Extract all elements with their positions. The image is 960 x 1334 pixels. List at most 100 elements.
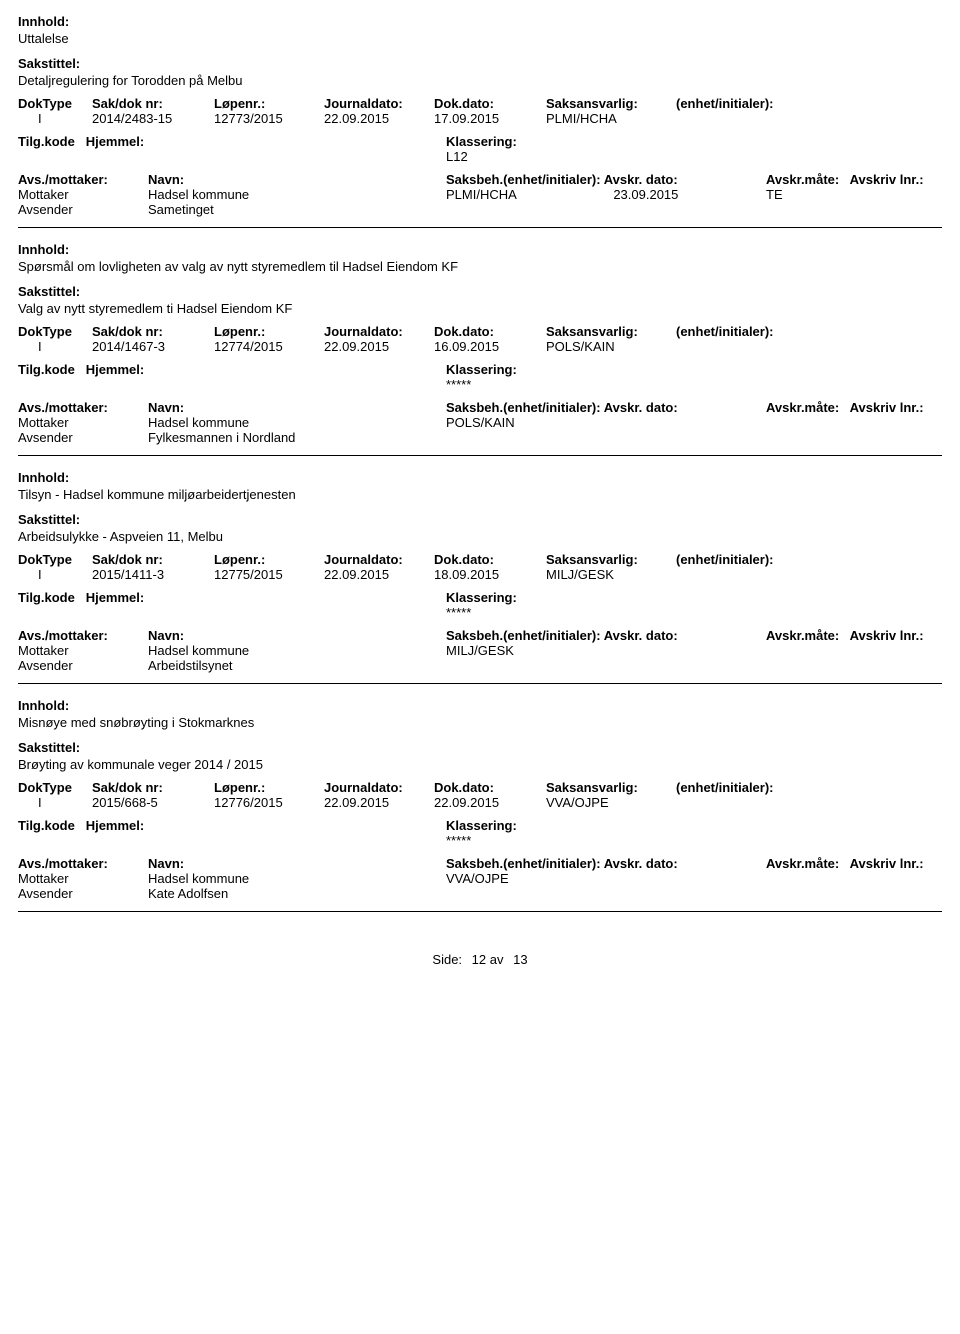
avsender-label: Avsender bbox=[18, 202, 148, 217]
journal-record: Innhold: Uttalelse Sakstittel: Detaljreg… bbox=[18, 14, 942, 228]
mottaker-label: Mottaker bbox=[18, 871, 148, 886]
hdr-navn: Navn: bbox=[148, 400, 446, 415]
hdr-navn: Navn: bbox=[148, 172, 446, 187]
journal-record: Innhold: Spørsmål om lovligheten av valg… bbox=[18, 242, 942, 456]
mottaker-label: Mottaker bbox=[18, 187, 148, 202]
hdr-enhet: (enhet/initialer): bbox=[676, 96, 942, 111]
val-doktype: I bbox=[18, 339, 92, 354]
hdr-lopenr: Løpenr.: bbox=[214, 780, 324, 795]
hdr-dokdato: Dok.dato: bbox=[434, 780, 546, 795]
hdr-avskrivlnr: Avskriv lnr.: bbox=[850, 172, 924, 187]
avs-headers: Avs./mottaker: Navn: Saksbeh.(enhet/init… bbox=[18, 400, 942, 415]
hdr-journaldato: Journaldato: bbox=[324, 324, 434, 339]
hdr-avskrdato: Avskr. dato: bbox=[604, 172, 678, 187]
hdr-saksansvarlig: Saksansvarlig: bbox=[546, 96, 676, 111]
hdr-avskrmate: Avskr.måte: bbox=[766, 172, 839, 187]
mottaker-label: Mottaker bbox=[18, 415, 148, 430]
klassering-label: Klassering: bbox=[446, 818, 942, 833]
hdr-navn: Navn: bbox=[148, 628, 446, 643]
mottaker-saksbeh: VVA/OJPE bbox=[446, 871, 509, 886]
hdr-avskrivlnr: Avskriv lnr.: bbox=[850, 856, 924, 871]
hdr-enhet: (enhet/initialer): bbox=[676, 324, 942, 339]
avsender-label: Avsender bbox=[18, 430, 148, 445]
meta-headers: DokType Sak/dok nr: Løpenr.: Journaldato… bbox=[18, 780, 942, 795]
val-saksansvarlig: POLS/KAIN bbox=[546, 339, 676, 354]
mottaker-row: Mottaker Hadsel kommune VVA/OJPE bbox=[18, 871, 942, 886]
sakstittel-label: Sakstittel: bbox=[18, 512, 942, 527]
avsender-navn: Sametinget bbox=[148, 202, 446, 217]
hdr-lopenr: Løpenr.: bbox=[214, 552, 324, 567]
klassering-value: ***** bbox=[446, 833, 942, 848]
hdr-navn: Navn: bbox=[148, 856, 446, 871]
hjemmel-label: Hjemmel: bbox=[86, 134, 145, 149]
meta-headers: DokType Sak/dok nr: Løpenr.: Journaldato… bbox=[18, 552, 942, 567]
hdr-avskrmate: Avskr.måte: bbox=[766, 628, 839, 643]
mottaker-saksbeh: MILJ/GESK bbox=[446, 643, 514, 658]
val-doktype: I bbox=[18, 795, 92, 810]
innhold-value: Misnøye med snøbrøyting i Stokmarknes bbox=[18, 715, 942, 730]
avsender-row: Avsender Kate Adolfsen bbox=[18, 886, 942, 901]
meta-headers: DokType Sak/dok nr: Løpenr.: Journaldato… bbox=[18, 324, 942, 339]
hdr-avsmottaker: Avs./mottaker: bbox=[18, 856, 148, 871]
hdr-avskrdato: Avskr. dato: bbox=[604, 400, 678, 415]
val-journaldato: 22.09.2015 bbox=[324, 111, 434, 126]
tilg-row: Tilg.kode Hjemmel: Klassering: ***** bbox=[18, 818, 942, 848]
hdr-saksbeh: Saksbeh.(enhet/initialer): bbox=[446, 628, 601, 643]
innhold-value: Spørsmål om lovligheten av valg av nytt … bbox=[18, 259, 942, 274]
val-dokdato: 22.09.2015 bbox=[434, 795, 546, 810]
hdr-lopenr: Løpenr.: bbox=[214, 96, 324, 111]
meta-values: I 2014/2483-15 12773/2015 22.09.2015 17.… bbox=[18, 111, 942, 126]
mottaker-avskrmate: TE bbox=[766, 187, 942, 202]
klassering-label: Klassering: bbox=[446, 362, 942, 377]
val-lopenr: 12774/2015 bbox=[214, 339, 324, 354]
avsender-navn: Kate Adolfsen bbox=[148, 886, 446, 901]
hdr-avskrdato: Avskr. dato: bbox=[604, 856, 678, 871]
val-sakdok: 2014/2483-15 bbox=[92, 111, 214, 126]
hdr-enhet: (enhet/initialer): bbox=[676, 780, 942, 795]
hdr-sakdok: Sak/dok nr: bbox=[92, 780, 214, 795]
journal-record: Innhold: Misnøye med snøbrøyting i Stokm… bbox=[18, 698, 942, 912]
klassering-label: Klassering: bbox=[446, 134, 942, 149]
val-sakdok: 2015/1411-3 bbox=[92, 567, 214, 582]
tilgkode-label: Tilg.kode bbox=[18, 590, 75, 605]
hdr-lopenr: Løpenr.: bbox=[214, 324, 324, 339]
hdr-doktype: DokType bbox=[18, 780, 92, 795]
innhold-label: Innhold: bbox=[18, 242, 942, 257]
tilg-row: Tilg.kode Hjemmel: Klassering: L12 bbox=[18, 134, 942, 164]
mottaker-label: Mottaker bbox=[18, 643, 148, 658]
hdr-saksbeh: Saksbeh.(enhet/initialer): bbox=[446, 172, 601, 187]
avsender-label: Avsender bbox=[18, 886, 148, 901]
avsender-label: Avsender bbox=[18, 658, 148, 673]
val-sakdok: 2015/668-5 bbox=[92, 795, 214, 810]
sakstittel-label: Sakstittel: bbox=[18, 56, 942, 71]
val-doktype: I bbox=[18, 111, 92, 126]
footer-total: 13 bbox=[513, 952, 527, 967]
footer-av: av bbox=[490, 952, 504, 967]
avs-headers: Avs./mottaker: Navn: Saksbeh.(enhet/init… bbox=[18, 628, 942, 643]
meta-headers: DokType Sak/dok nr: Løpenr.: Journaldato… bbox=[18, 96, 942, 111]
val-lopenr: 12775/2015 bbox=[214, 567, 324, 582]
tilgkode-label: Tilg.kode bbox=[18, 818, 75, 833]
mottaker-avskrmate bbox=[766, 643, 942, 658]
val-journaldato: 22.09.2015 bbox=[324, 339, 434, 354]
hdr-avsmottaker: Avs./mottaker: bbox=[18, 628, 148, 643]
sakstittel-value: Arbeidsulykke - Aspveien 11, Melbu bbox=[18, 529, 942, 544]
val-dokdato: 16.09.2015 bbox=[434, 339, 546, 354]
mottaker-avskrmate bbox=[766, 871, 942, 886]
innhold-label: Innhold: bbox=[18, 14, 942, 29]
hdr-avskrmate: Avskr.måte: bbox=[766, 856, 839, 871]
journal-record: Innhold: Tilsyn - Hadsel kommune miljøar… bbox=[18, 470, 942, 684]
val-doktype: I bbox=[18, 567, 92, 582]
hdr-journaldato: Journaldato: bbox=[324, 552, 434, 567]
hdr-doktype: DokType bbox=[18, 96, 92, 111]
val-journaldato: 22.09.2015 bbox=[324, 567, 434, 582]
page-footer: Side: 12 av 13 bbox=[18, 952, 942, 967]
avsender-row: Avsender Sametinget bbox=[18, 202, 942, 217]
val-lopenr: 12776/2015 bbox=[214, 795, 324, 810]
val-dokdato: 18.09.2015 bbox=[434, 567, 546, 582]
klassering-value: ***** bbox=[446, 377, 942, 392]
val-saksansvarlig: PLMI/HCHA bbox=[546, 111, 676, 126]
hdr-journaldato: Journaldato: bbox=[324, 780, 434, 795]
avsender-navn: Fylkesmannen i Nordland bbox=[148, 430, 446, 445]
meta-values: I 2015/668-5 12776/2015 22.09.2015 22.09… bbox=[18, 795, 942, 810]
